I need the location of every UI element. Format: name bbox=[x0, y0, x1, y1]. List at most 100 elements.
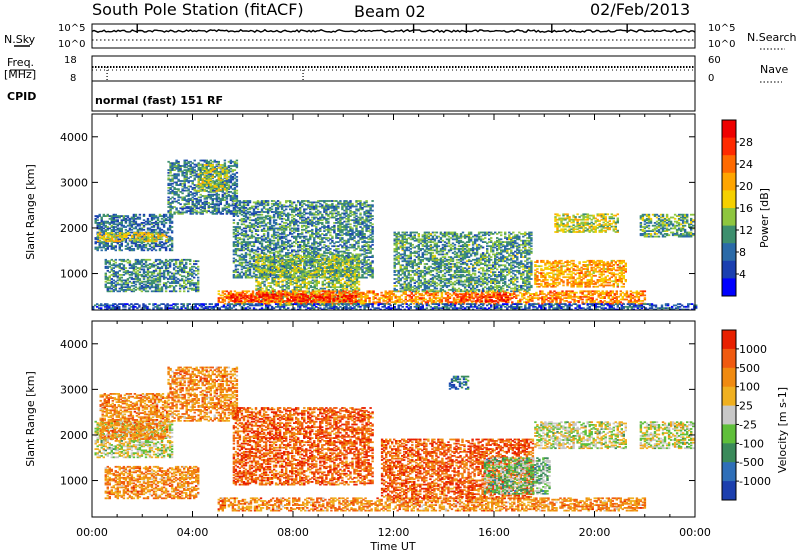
range-cell bbox=[165, 238, 168, 241]
range-cell bbox=[108, 215, 111, 217]
range-cell bbox=[355, 204, 358, 207]
range-cell bbox=[323, 237, 326, 239]
range-cell bbox=[261, 287, 264, 290]
range-cell bbox=[339, 250, 342, 253]
range-cell bbox=[217, 197, 220, 200]
range-cell bbox=[367, 238, 370, 241]
range-cell bbox=[283, 246, 286, 249]
range-cell bbox=[229, 159, 233, 162]
range-cell bbox=[280, 207, 284, 209]
range-cell bbox=[351, 271, 354, 274]
range-cell bbox=[150, 216, 154, 219]
range-cell bbox=[341, 208, 344, 211]
range-cell bbox=[254, 207, 258, 209]
range-cell bbox=[225, 182, 229, 185]
range-cell bbox=[193, 283, 196, 286]
range-cell bbox=[255, 274, 258, 276]
range-cell bbox=[339, 202, 342, 205]
range-cell bbox=[236, 222, 240, 224]
range-cell bbox=[280, 226, 284, 228]
range-cell bbox=[170, 242, 174, 245]
range-cell bbox=[215, 160, 218, 163]
range-cell bbox=[96, 224, 99, 227]
range-cell bbox=[97, 240, 100, 243]
range-cell bbox=[207, 163, 210, 166]
range-cell bbox=[297, 208, 300, 211]
range-cell bbox=[197, 272, 200, 275]
range-cell bbox=[197, 280, 200, 283]
range-cell bbox=[281, 271, 284, 274]
range-cell bbox=[299, 286, 302, 289]
range-cell bbox=[135, 233, 138, 236]
range-cell bbox=[250, 248, 254, 250]
range-cell bbox=[285, 302, 288, 305]
range-cell bbox=[319, 230, 322, 232]
range-cell bbox=[263, 256, 266, 258]
range-cell bbox=[283, 271, 286, 274]
range-cell bbox=[365, 267, 368, 269]
range-cell bbox=[128, 231, 132, 234]
range-cell bbox=[274, 223, 278, 226]
range-cell bbox=[257, 289, 260, 291]
range-cell bbox=[351, 233, 354, 235]
range-cell bbox=[345, 209, 348, 212]
range-cell bbox=[146, 219, 150, 222]
range-cell bbox=[187, 193, 190, 196]
range-cell bbox=[321, 233, 324, 235]
range-cell bbox=[339, 201, 342, 204]
range-cell bbox=[287, 260, 290, 263]
range-cell bbox=[227, 206, 231, 208]
range-cell bbox=[287, 284, 290, 287]
range-cell bbox=[301, 233, 304, 235]
range-cell bbox=[248, 227, 252, 230]
range-cell bbox=[357, 235, 360, 238]
range-cell bbox=[238, 274, 242, 276]
range-cell bbox=[278, 226, 282, 228]
range-cell bbox=[250, 275, 254, 278]
range-cell bbox=[289, 200, 292, 202]
range-cell bbox=[256, 216, 260, 219]
range-cell bbox=[191, 268, 194, 271]
range-cell bbox=[280, 204, 284, 207]
range-cell bbox=[138, 261, 142, 264]
range-cell bbox=[234, 276, 238, 279]
range-cell bbox=[307, 260, 310, 263]
range-cell bbox=[178, 290, 182, 293]
range-cell bbox=[238, 276, 242, 279]
range-cell bbox=[262, 234, 266, 237]
range-cell bbox=[369, 207, 372, 209]
range-cell bbox=[369, 267, 372, 269]
range-cell bbox=[363, 235, 366, 238]
range-cell bbox=[250, 257, 254, 260]
range-cell bbox=[225, 180, 229, 182]
range-cell bbox=[248, 235, 252, 238]
range-cell bbox=[172, 258, 176, 261]
range-cell bbox=[203, 197, 206, 200]
range-cell bbox=[168, 290, 172, 293]
range-cell bbox=[232, 253, 236, 256]
range-cell bbox=[181, 174, 184, 177]
range-cell bbox=[126, 219, 130, 222]
range-cell bbox=[349, 238, 352, 241]
range-cell bbox=[221, 186, 224, 188]
range-cell bbox=[168, 265, 172, 268]
range-cell bbox=[270, 265, 274, 268]
range-cell bbox=[227, 171, 231, 174]
range-cell bbox=[280, 224, 284, 227]
range-cell bbox=[280, 239, 284, 242]
range-cell bbox=[179, 170, 182, 173]
range-cell bbox=[329, 275, 332, 278]
range-cell bbox=[268, 254, 272, 257]
range-cell bbox=[295, 207, 298, 209]
range-cell bbox=[144, 231, 148, 234]
range-cell bbox=[134, 286, 138, 289]
range-cell bbox=[289, 246, 292, 249]
range-cell bbox=[118, 278, 121, 280]
range-cell bbox=[307, 207, 310, 209]
range-cell bbox=[277, 280, 280, 283]
range-cell bbox=[268, 242, 272, 245]
range-cell bbox=[177, 180, 180, 182]
range-cell bbox=[193, 174, 196, 177]
range-cell bbox=[104, 245, 107, 248]
